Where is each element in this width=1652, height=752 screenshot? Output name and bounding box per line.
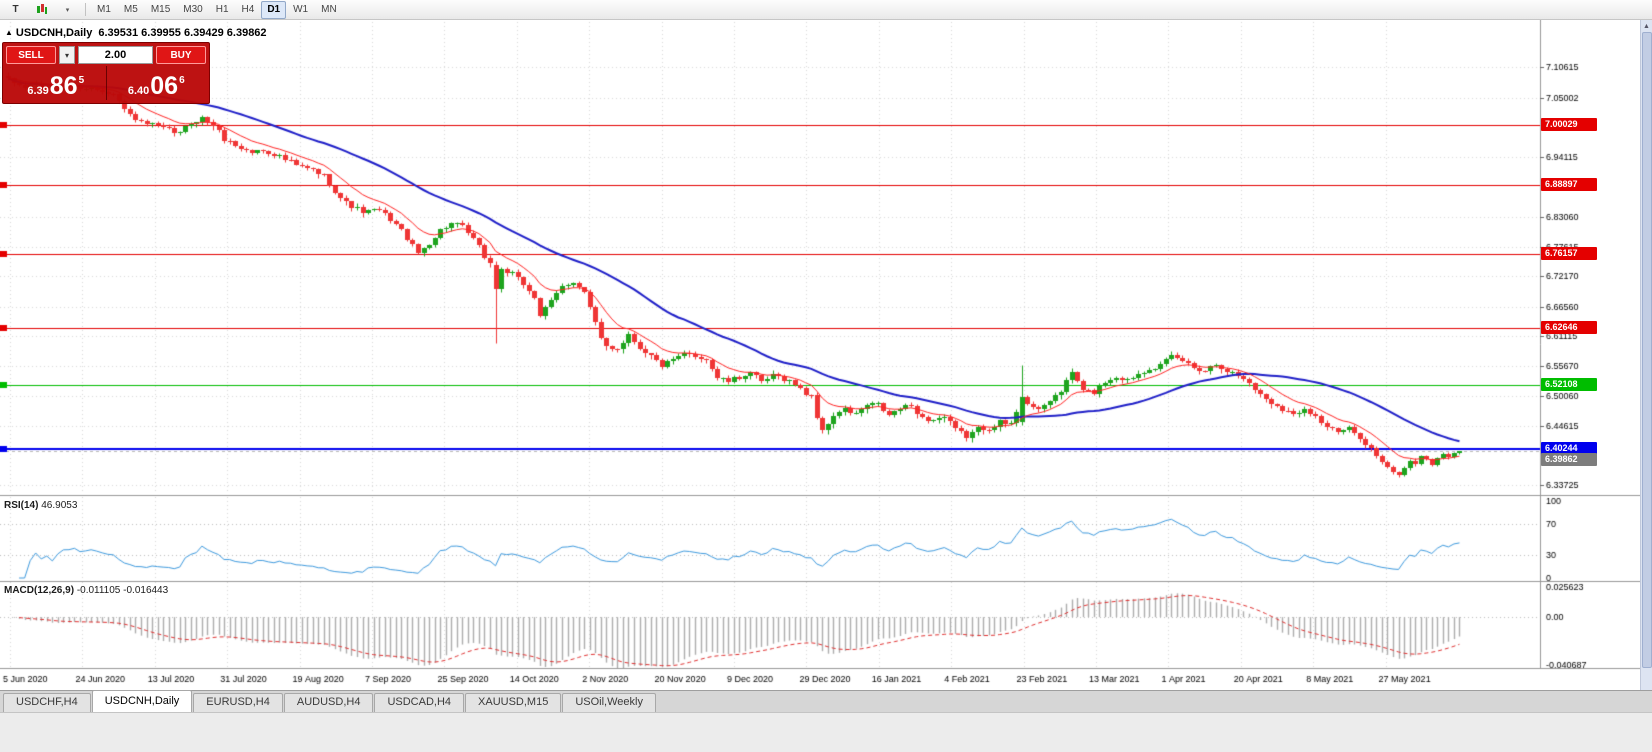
volume-dropdown-button[interactable]: ▾ (59, 46, 75, 64)
price-line-badge-6.88897: 6.88897 (1541, 178, 1597, 191)
one-click-collapse-icon[interactable]: ▲ (5, 28, 13, 37)
macd-values: -0.011105 -0.016443 (76, 585, 169, 596)
chart-ohlc-values: 6.39531 6.39955 6.39429 6.39862 (98, 27, 267, 39)
buy-button[interactable]: BUY (156, 46, 206, 64)
timeframe-button-h1[interactable]: H1 (215, 4, 229, 15)
chevron-down-icon: ▾ (65, 6, 70, 14)
chart-window: ▲ USDCNH,Daily 6.39531 6.39955 6.39429 6.3… (0, 20, 1640, 690)
chart-tab-eurusd-h4[interactable]: EURUSD,H4 (193, 693, 283, 712)
price-line-badge-7.00029: 7.00029 (1541, 118, 1597, 131)
price-line-badge-6.62646: 6.62646 (1541, 321, 1597, 334)
scrollbar-thumb[interactable] (1642, 32, 1652, 668)
price-line-badge-6.76157: 6.76157 (1541, 247, 1597, 260)
chart-tab-usdcnh-daily[interactable]: USDCNH,Daily (91, 690, 193, 712)
candlestick-icon (36, 4, 47, 15)
buy-price-prefix: 6.40 (127, 85, 150, 97)
buy-price-point: 6 (179, 75, 185, 86)
timeframe-button-d1[interactable]: D1 (261, 0, 287, 19)
vertical-scrollbar[interactable]: ▲ (1640, 20, 1652, 692)
price-line-badge-6.40244: 6.40244 (1541, 442, 1597, 455)
timeframe-button-m15[interactable]: M15 (150, 4, 171, 15)
templates-button[interactable]: T (12, 4, 19, 15)
price-line-badge-6.52108: 6.52108 (1541, 378, 1597, 391)
chart-symbol-period: USDCNH,Daily (15, 27, 93, 39)
sell-price-pips: 86 (49, 72, 78, 100)
timeframe-button-h4[interactable]: H4 (241, 4, 255, 15)
chart-tabs-bar: USDCHF,H4 USDCNH,Daily EURUSD,H4 AUDUSD,H4 U… (0, 690, 1652, 712)
sell-button[interactable]: SELL (6, 46, 56, 64)
toolbar-separator (85, 3, 86, 16)
buy-price[interactable]: 6.40 06 6 (107, 66, 207, 100)
current-price-badge: 6.39862 (1541, 453, 1597, 466)
one-click-trading-panel: SELL ▾ 2.00 BUY 6.39 86 5 6.40 06 6 (2, 42, 210, 104)
buy-price-pips: 06 (150, 72, 179, 100)
sell-price-point: 5 (78, 75, 85, 86)
chart-type-button[interactable] (29, 1, 54, 19)
chart-tab-audusd-h4[interactable]: AUDUSD,H4 (283, 693, 374, 712)
status-strip (0, 712, 1652, 752)
chart-tab-usoil-weekly[interactable]: USOil,Weekly (562, 693, 656, 712)
sell-price[interactable]: 6.39 86 5 (6, 66, 107, 100)
sell-price-prefix: 6.39 (27, 85, 49, 97)
scroll-up-arrow-icon[interactable]: ▲ (1643, 22, 1650, 30)
chart-type-dropdown-button[interactable]: ▾ (55, 1, 80, 19)
chart-title: ▲ USDCNH,Daily 6.39531 6.39955 6.39429 6.3… (5, 27, 267, 39)
rsi-name: RSI(14) (4, 500, 39, 511)
timeframe-button-group: M1 M5 M15 M30 H1 H4 D1 W1 MN (91, 0, 343, 19)
timeframe-button-mn[interactable]: MN (321, 4, 337, 15)
chart-tab-xauusd-m15[interactable]: XAUUSD,M15 (465, 693, 562, 712)
rsi-indicator-label: RSI(14) 46.9053 (4, 500, 77, 511)
top-toolbar: T ▾ M1 M5 M15 M30 H1 H4 D1 W1 MN (0, 0, 1652, 20)
timeframe-button-m30[interactable]: M30 (183, 4, 203, 15)
chart-tab-usdchf-h4[interactable]: USDCHF,H4 (3, 693, 91, 712)
volume-input[interactable]: 2.00 (78, 46, 153, 64)
timeframe-button-m5[interactable]: M5 (123, 4, 138, 15)
price-chart-canvas[interactable] (0, 20, 1640, 690)
chart-tabs: USDCHF,H4 USDCNH,Daily EURUSD,H4 AUDUSD,H4 U… (3, 690, 657, 712)
macd-name: MACD(12,26,9) (4, 585, 75, 596)
rsi-value: 46.9053 (41, 500, 78, 511)
timeframe-button-w1[interactable]: W1 (293, 4, 309, 15)
chart-tab-usdcad-h4[interactable]: USDCAD,H4 (374, 693, 465, 712)
macd-indicator-label: MACD(12,26,9) -0.011105 -0.016443 (4, 585, 168, 596)
timeframe-button-m1[interactable]: M1 (97, 4, 111, 15)
